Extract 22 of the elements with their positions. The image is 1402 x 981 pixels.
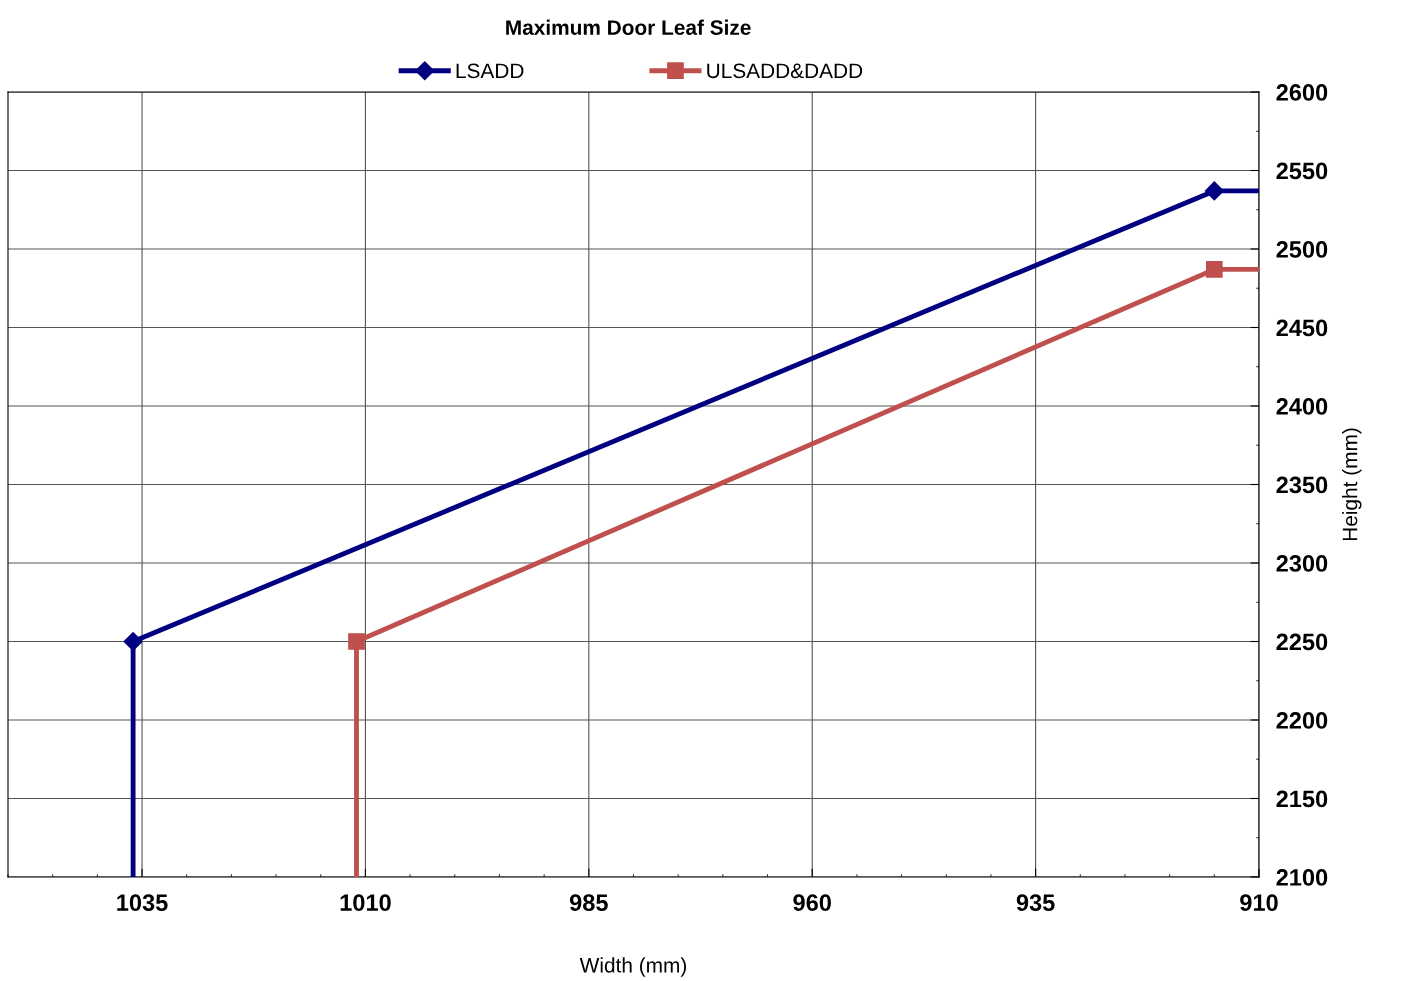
y-tick-label: 2150 xyxy=(1276,790,1328,808)
x-tick-label: 960 xyxy=(793,894,831,912)
y-tick-label: 2450 xyxy=(1276,319,1328,337)
x-axis-title: Width (mm) xyxy=(579,957,687,977)
legend-label: ULSADD&DADD xyxy=(707,63,863,79)
y-tick-label: 2400 xyxy=(1276,398,1328,415)
x-tick-label: 910 xyxy=(1240,894,1278,912)
y-axis-title: Height (mm) xyxy=(1342,428,1362,541)
y-tick-label: 2500 xyxy=(1276,241,1328,258)
y-tick-label: 2100 xyxy=(1276,869,1328,886)
chart-title: Maximum Door Leaf Size xyxy=(506,19,751,35)
y-tick-label: 2350 xyxy=(1276,476,1328,494)
x-tick-label: 1035 xyxy=(117,894,168,912)
legend-label: LSADD xyxy=(456,63,524,79)
x-tick-label: 1010 xyxy=(340,894,391,912)
y-tick-label: 2300 xyxy=(1276,555,1328,572)
y-tick-label: 2550 xyxy=(1276,162,1328,180)
y-tick-label: 2200 xyxy=(1276,712,1328,729)
y-tick-label: 2250 xyxy=(1276,633,1328,651)
y-tick-label: 2600 xyxy=(1276,84,1328,101)
x-tick-label: 985 xyxy=(569,894,608,912)
x-tick-label: 935 xyxy=(1016,894,1055,912)
